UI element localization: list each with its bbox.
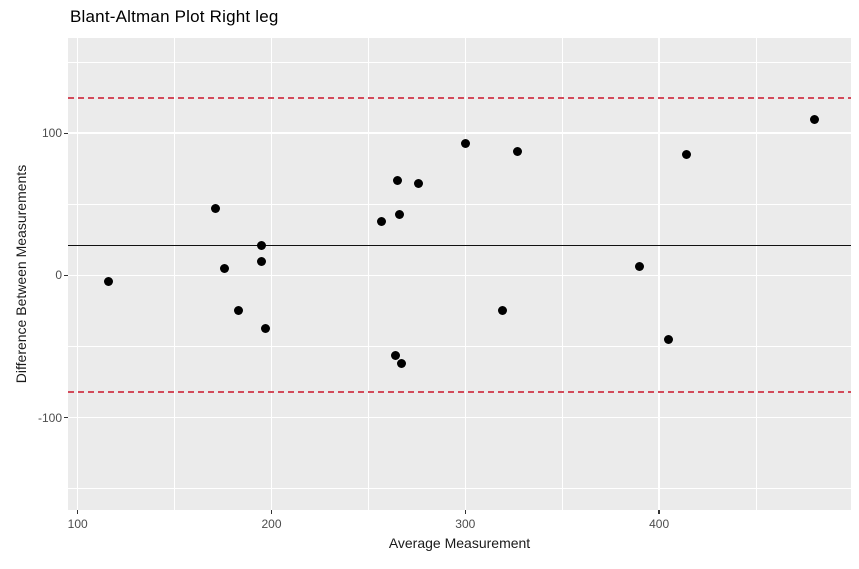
x-axis-title: Average Measurement xyxy=(388,535,531,551)
data-point xyxy=(261,323,271,333)
data-point xyxy=(234,306,244,316)
major-gridline-x xyxy=(464,38,467,510)
lower-loa-line xyxy=(68,391,851,393)
major-gridline-x xyxy=(658,38,660,510)
data-point xyxy=(257,256,267,266)
plot-panel xyxy=(68,38,851,510)
minor-gridline-x xyxy=(174,38,176,510)
data-point xyxy=(220,263,230,273)
data-point xyxy=(377,216,387,226)
major-gridline-y xyxy=(68,416,851,419)
minor-gridline-y xyxy=(68,61,851,63)
minor-gridline-y xyxy=(68,488,851,490)
y-tick-mark xyxy=(64,132,68,134)
mean-line xyxy=(68,244,851,247)
data-point xyxy=(210,204,220,214)
major-gridline-x xyxy=(270,38,273,510)
y-tick-label: -100 xyxy=(37,410,62,425)
minor-gridline-y xyxy=(68,203,851,205)
upper-loa-line xyxy=(68,96,851,99)
minor-gridline-x xyxy=(755,38,757,510)
y-tick-label: 0 xyxy=(55,268,62,283)
data-point xyxy=(414,178,424,188)
y-tick-label: 100 xyxy=(41,126,62,141)
data-point xyxy=(635,262,645,272)
minor-gridline-x xyxy=(561,38,563,510)
data-point xyxy=(664,334,674,344)
major-gridline-y xyxy=(68,274,851,277)
major-gridline-x xyxy=(76,38,79,510)
data-point xyxy=(681,150,691,160)
chart-title: Blant-Altman Plot Right leg xyxy=(70,7,279,26)
y-tick-mark xyxy=(64,274,68,277)
data-point xyxy=(391,350,401,360)
minor-gridline-x xyxy=(367,38,369,510)
data-point xyxy=(497,306,507,316)
x-tick-label: 300 xyxy=(455,517,476,531)
x-tick-label: 200 xyxy=(261,517,282,531)
data-point xyxy=(104,276,114,286)
minor-gridline-y xyxy=(68,346,851,347)
x-tick-mark xyxy=(76,510,79,514)
data-point xyxy=(392,175,402,185)
data-point xyxy=(809,114,819,124)
major-gridline-y xyxy=(68,132,851,135)
x-tick-label: 100 xyxy=(67,517,88,531)
data-point xyxy=(394,209,404,219)
data-point xyxy=(257,241,267,251)
data-point xyxy=(396,359,406,369)
x-tick-mark xyxy=(464,510,467,514)
data-point xyxy=(460,138,470,148)
y-axis-title: Difference Between Measurements xyxy=(13,164,29,384)
y-tick-mark xyxy=(64,416,68,419)
x-tick-mark xyxy=(658,510,660,514)
x-tick-mark xyxy=(270,510,273,514)
x-tick-label: 400 xyxy=(649,517,670,531)
data-point xyxy=(513,147,523,157)
